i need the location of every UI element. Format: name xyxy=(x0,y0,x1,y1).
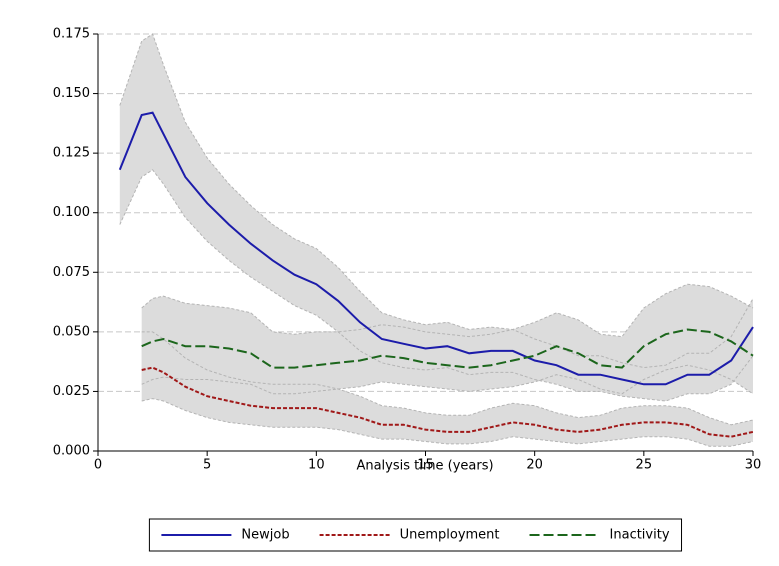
x-axis-label: Analysis time (years) xyxy=(356,459,493,474)
band-edge xyxy=(141,364,754,395)
series-line xyxy=(141,328,754,369)
band-edge xyxy=(119,33,754,369)
y-tick-label: 0.025 xyxy=(53,384,90,399)
band-edge xyxy=(141,331,754,426)
x-tick-label: 20 xyxy=(526,458,543,473)
band-edge xyxy=(141,398,754,447)
x-tick-label: 15 xyxy=(417,458,434,473)
band-edge xyxy=(119,169,754,402)
legend-label: Inactivity xyxy=(610,528,670,543)
y-tick-label: 0.125 xyxy=(53,146,90,161)
y-tick-label: 0.175 xyxy=(53,27,90,42)
x-tick-label: 5 xyxy=(203,458,211,473)
series-line xyxy=(141,366,754,438)
x-tick-label: 30 xyxy=(745,458,762,473)
y-tick-label: 0.075 xyxy=(53,265,90,280)
legend-label: Newjob xyxy=(241,528,289,543)
confidence-band xyxy=(141,331,753,447)
y-tick-label: 0.150 xyxy=(53,86,90,101)
legend-label: Unemployment xyxy=(400,528,500,543)
x-tick-label: 10 xyxy=(308,458,325,473)
confidence-band xyxy=(141,284,753,394)
y-tick-label: 0.000 xyxy=(53,444,90,459)
series-line xyxy=(118,111,754,386)
x-tick-label: 25 xyxy=(636,458,653,473)
x-tick-label: 0 xyxy=(94,458,102,473)
y-tick-label: 0.050 xyxy=(53,324,90,339)
legend: Newjob Unemployment Inactivity xyxy=(148,518,683,552)
y-tick-label: 0.100 xyxy=(53,205,90,220)
